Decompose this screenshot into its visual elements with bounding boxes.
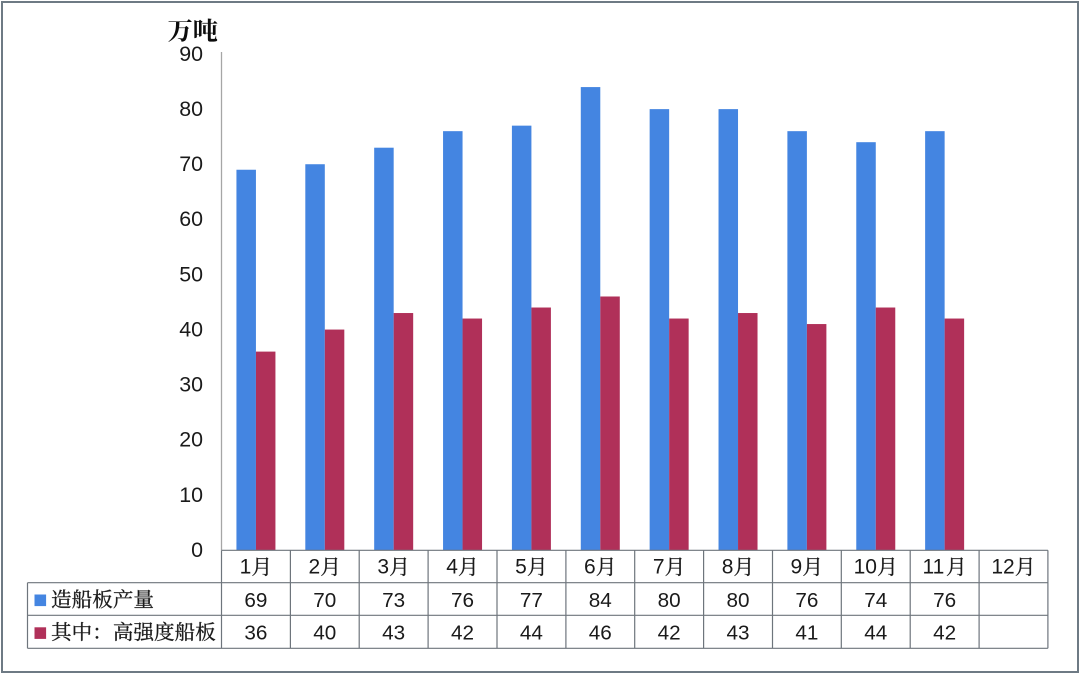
svg-text:76: 76 <box>933 589 956 612</box>
svg-text:8: 8 <box>722 556 734 579</box>
svg-text:40: 40 <box>313 622 336 645</box>
svg-text:80: 80 <box>727 589 750 612</box>
svg-text:10: 10 <box>854 556 877 579</box>
svg-text:90: 90 <box>179 42 203 66</box>
svg-text:0: 0 <box>191 538 203 562</box>
svg-text:80: 80 <box>658 589 681 612</box>
svg-text:43: 43 <box>382 622 405 645</box>
svg-text:76: 76 <box>795 589 818 612</box>
svg-text:70: 70 <box>313 589 336 612</box>
svg-text:84: 84 <box>589 589 612 612</box>
svg-text:74: 74 <box>864 589 887 612</box>
svg-text:44: 44 <box>520 622 543 645</box>
svg-text:69: 69 <box>244 589 267 612</box>
svg-text:73: 73 <box>382 589 405 612</box>
svg-text:42: 42 <box>933 622 956 645</box>
svg-text:40: 40 <box>179 318 203 342</box>
svg-text:42: 42 <box>451 622 474 645</box>
svg-text:10: 10 <box>179 483 203 507</box>
svg-text:76: 76 <box>451 589 474 612</box>
svg-text:4: 4 <box>446 556 458 579</box>
svg-text:77: 77 <box>520 589 543 612</box>
svg-text:3: 3 <box>377 556 389 579</box>
svg-text:2: 2 <box>308 556 320 579</box>
svg-text:80: 80 <box>179 97 203 121</box>
svg-text:70: 70 <box>179 152 203 176</box>
svg-text:41: 41 <box>795 622 818 645</box>
svg-text:9: 9 <box>791 556 803 579</box>
svg-text:46: 46 <box>589 622 612 645</box>
svg-text:12: 12 <box>991 556 1014 579</box>
svg-text:42: 42 <box>658 622 681 645</box>
svg-text:7: 7 <box>653 556 665 579</box>
svg-text:30: 30 <box>179 373 203 397</box>
svg-text:43: 43 <box>727 622 750 645</box>
svg-text:60: 60 <box>179 207 203 231</box>
svg-text:36: 36 <box>244 622 267 645</box>
svg-text:6: 6 <box>584 556 596 579</box>
svg-text:44: 44 <box>864 622 887 645</box>
svg-text:50: 50 <box>179 262 203 286</box>
svg-text:1: 1 <box>240 556 252 579</box>
svg-text:5: 5 <box>515 556 527 579</box>
svg-text:20: 20 <box>179 428 203 452</box>
svg-text:11: 11 <box>922 556 944 579</box>
